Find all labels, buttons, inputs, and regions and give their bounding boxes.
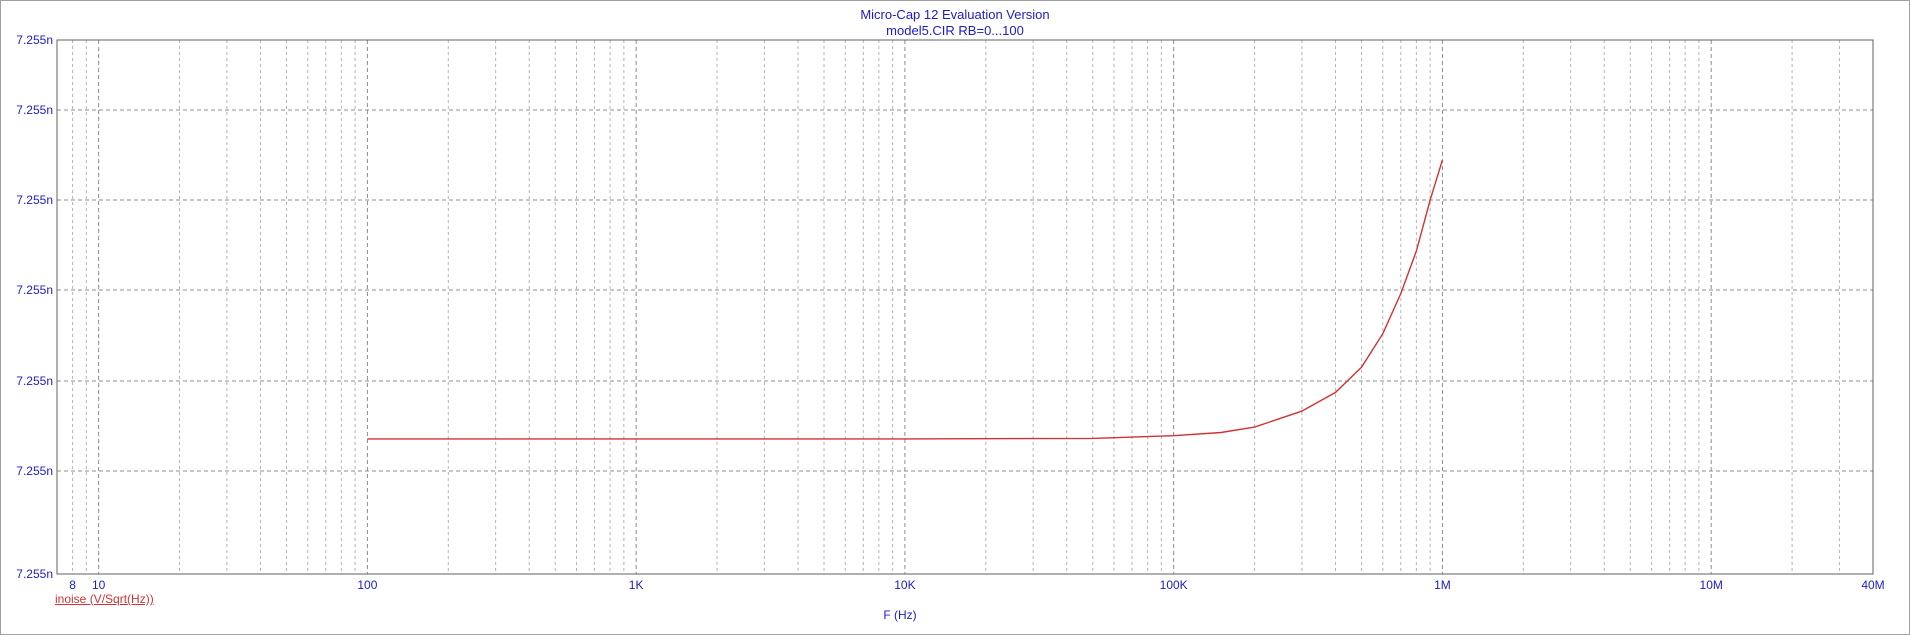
x-tick-label: 1M — [1434, 578, 1451, 592]
y-tick-label: 7.255n — [16, 33, 53, 47]
x-tick-label: 100K — [1160, 578, 1188, 592]
y-tick-label: 7.255n — [16, 464, 53, 478]
x-tick-label: 10 — [92, 578, 106, 592]
x-tick-label: 40M — [1861, 578, 1884, 592]
legend-trace-label[interactable]: inoise (V/Sqrt(Hz)) — [55, 592, 154, 606]
x-tick-label: 1K — [629, 578, 644, 592]
series-line-inoise — [367, 159, 1444, 440]
x-axis-title: F (Hz) — [883, 608, 917, 622]
y-tick-label: 7.255n — [16, 567, 53, 581]
plot-border — [56, 39, 1874, 575]
x-tick-label: 100 — [357, 578, 377, 592]
chart-title: Micro-Cap 12 Evaluation Version — [860, 7, 1050, 22]
x-tick-label: 8 — [69, 578, 76, 592]
x-tick-label: 10M — [1700, 578, 1723, 592]
y-tick-label: 7.255n — [16, 374, 53, 388]
y-tick-label: 7.255n — [16, 193, 53, 207]
chart-subtitle: model5.CIR RB=0...100 — [886, 23, 1024, 38]
x-tick-label: 10K — [894, 578, 915, 592]
y-tick-label: 7.255n — [16, 283, 53, 297]
y-tick-label: 7.255n — [16, 103, 53, 117]
